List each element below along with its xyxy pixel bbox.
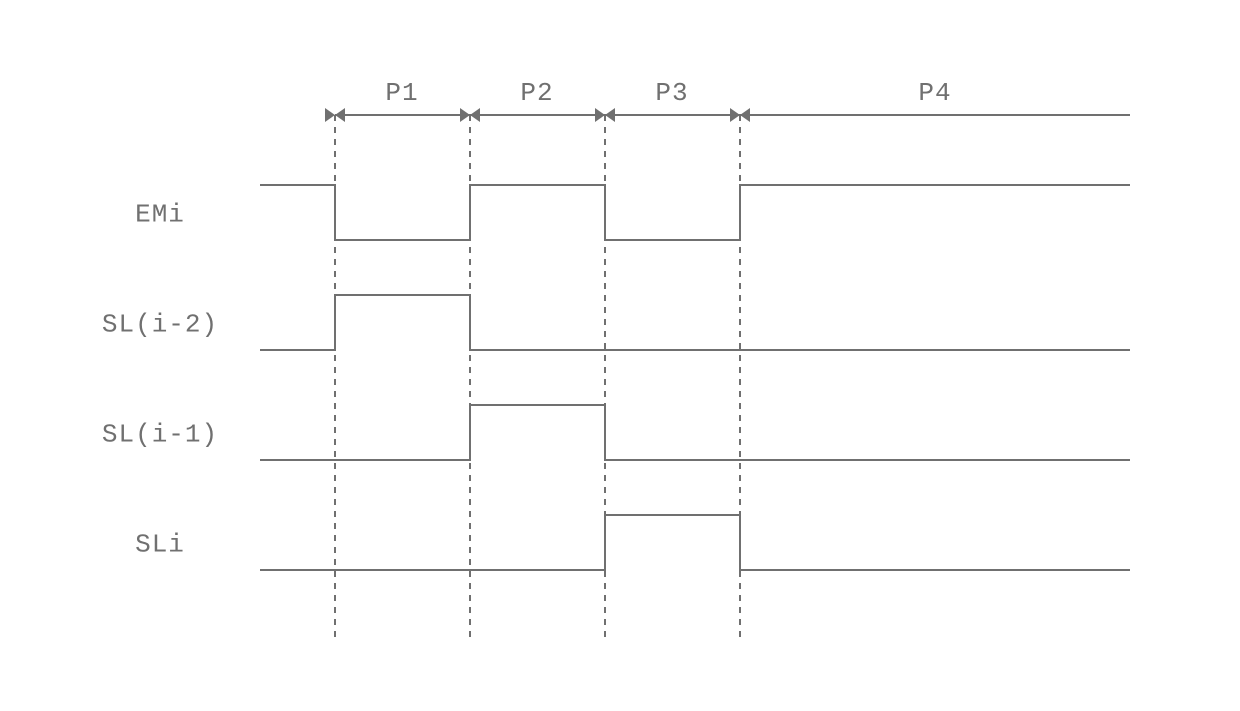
arrowhead [730,108,740,122]
waveform-SL_i_minus_2 [260,295,1130,350]
waveform-EMi [260,185,1130,240]
signal-label-SL_i_minus_2: SL(i-2) [102,310,218,340]
arrowhead [335,108,345,122]
period-label-P3: P3 [655,78,688,108]
arrowhead [595,108,605,122]
waveform-SL_i_minus_1 [260,405,1130,460]
timing-diagram: P1 P2 P3 P4 EMi SL(i-2) SL(i-1) SLi [0,0,1240,711]
arrowhead [325,108,335,122]
arrowhead [460,108,470,122]
signal-label-SL_i_minus_1: SL(i-1) [102,420,218,450]
signal-label-EMi: EMi [135,200,185,230]
period-label-P4: P4 [918,78,951,108]
arrowhead [605,108,615,122]
arrowhead [740,108,750,122]
period-label-P2: P2 [520,78,553,108]
signal-label-SLi: SLi [135,530,185,560]
period-label-P1: P1 [385,78,418,108]
arrowhead [470,108,480,122]
waveform-SLi [260,515,1130,570]
